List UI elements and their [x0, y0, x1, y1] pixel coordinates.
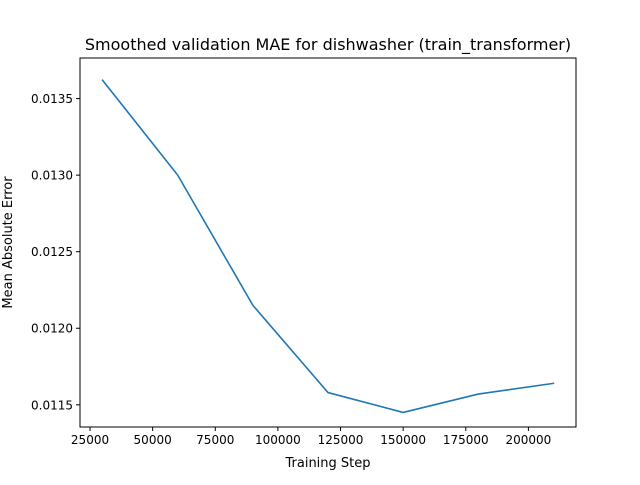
x-tick-label: 75000 [196, 433, 234, 447]
y-tick-label: 0.0130 [31, 169, 73, 183]
x-tick-label: 175000 [443, 433, 489, 447]
x-tick-label: 100000 [255, 433, 301, 447]
chart-title: Smoothed validation MAE for dishwasher (… [85, 35, 571, 55]
y-tick-label: 0.0125 [31, 245, 73, 259]
x-tick-label: 25000 [71, 433, 109, 447]
x-tick-label: 150000 [380, 433, 426, 447]
y-axis-label: Mean Absolute Error [1, 176, 16, 309]
y-axis-ticks: 0.0115 0.0120 0.0125 0.0130 0.0135 [31, 92, 80, 412]
series-layer [101, 79, 555, 414]
x-axis-label: Training Step [284, 456, 370, 471]
x-tick-label: 50000 [134, 433, 172, 447]
plot-area [80, 58, 576, 427]
y-tick-label: 0.0120 [31, 322, 73, 336]
x-tick-label: 200000 [505, 433, 551, 447]
x-tick-label: 125000 [318, 433, 364, 447]
x-axis-ticks: 25000 50000 75000 100000 125000 150000 175000 2… [71, 427, 551, 447]
y-tick-label: 0.0115 [31, 398, 73, 412]
plot-frame [79, 57, 577, 428]
series-line [101, 79, 555, 414]
y-tick-label: 0.0135 [31, 92, 73, 106]
